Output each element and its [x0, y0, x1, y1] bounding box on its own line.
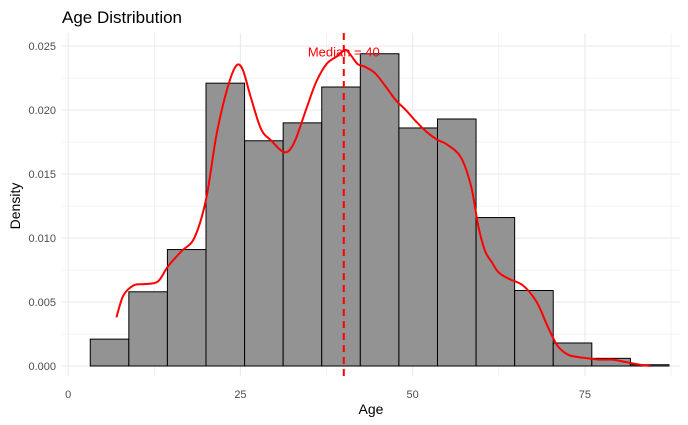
- tick-labels: 0.000 0.005 0.010 0.015 0.020 0.025 0 25 50 75: [28, 41, 591, 401]
- y-tick-label: 0.010: [28, 233, 56, 245]
- histogram-bar-0: [89, 338, 130, 367]
- histogram-bar-2: [166, 249, 207, 367]
- histogram-bar-11: [514, 290, 554, 367]
- histogram-bar-5: [282, 122, 323, 367]
- histogram-bar-1: [128, 291, 168, 367]
- x-tick-label: 25: [234, 389, 246, 401]
- median-label: Median = 40: [308, 44, 380, 59]
- x-tick-label: 50: [407, 389, 419, 401]
- histogram-bar-4: [244, 140, 284, 367]
- histogram-bar-12: [552, 342, 593, 367]
- histogram-bars: [89, 53, 670, 367]
- histogram-bar-9: [436, 118, 477, 367]
- y-tick-label: 0.015: [28, 169, 56, 181]
- y-axis-title: Density: [7, 183, 23, 230]
- x-axis-title: Age: [359, 401, 384, 417]
- y-tick-label: 0.005: [28, 297, 56, 309]
- x-tick-label: 75: [579, 389, 591, 401]
- histogram-bar-10: [475, 217, 516, 367]
- histogram-bar-6: [321, 86, 361, 367]
- x-tick-label: 0: [65, 389, 71, 401]
- y-tick-label: 0.025: [28, 41, 56, 53]
- y-tick-label: 0.000: [28, 361, 56, 373]
- histogram-bar-7: [359, 53, 400, 367]
- histogram-bar-8: [398, 127, 438, 367]
- density-curve: [115, 48, 651, 368]
- density-curve-group: [115, 48, 651, 368]
- histogram-bar-3: [205, 82, 246, 367]
- chart-title: Age Distribution: [62, 8, 182, 27]
- y-tick-label: 0.020: [28, 105, 56, 117]
- median-line-group: Median = 40: [308, 33, 380, 381]
